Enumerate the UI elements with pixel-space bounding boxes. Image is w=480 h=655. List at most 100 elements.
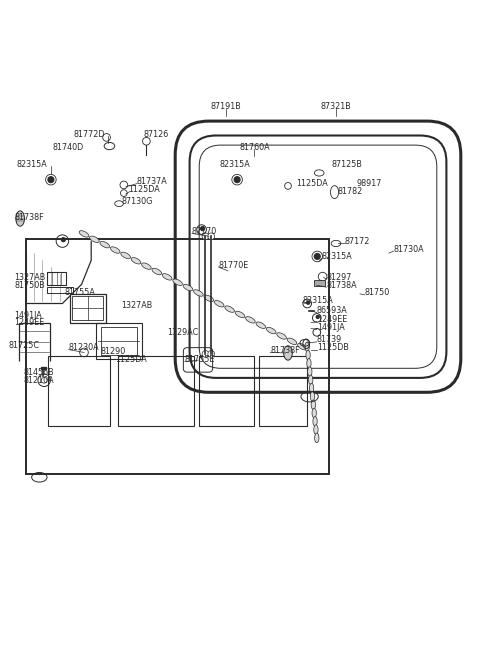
Bar xyxy=(26,238,329,474)
Text: 81739: 81739 xyxy=(317,335,342,345)
Text: 87170: 87170 xyxy=(192,227,217,236)
Text: 81456B: 81456B xyxy=(24,368,55,377)
Ellipse shape xyxy=(121,252,131,259)
Text: 1327AB: 1327AB xyxy=(14,273,46,282)
Text: 81290: 81290 xyxy=(101,347,126,356)
Text: 81750: 81750 xyxy=(365,288,390,297)
Text: 81738F: 81738F xyxy=(14,213,44,221)
Circle shape xyxy=(201,227,204,231)
Ellipse shape xyxy=(315,433,319,443)
Bar xyxy=(48,356,110,426)
Text: 1125DB: 1125DB xyxy=(317,343,348,352)
Text: 81750B: 81750B xyxy=(14,281,45,290)
Ellipse shape xyxy=(183,284,193,291)
Ellipse shape xyxy=(131,257,141,264)
Text: 81755A: 81755A xyxy=(65,288,96,297)
Ellipse shape xyxy=(306,350,310,360)
Text: 81770E: 81770E xyxy=(218,261,249,270)
Ellipse shape xyxy=(110,247,120,253)
Ellipse shape xyxy=(310,392,314,402)
Ellipse shape xyxy=(256,322,265,328)
Text: 81230A: 81230A xyxy=(69,343,99,352)
Bar xyxy=(96,323,142,359)
Text: 81737A: 81737A xyxy=(137,177,168,186)
Text: 1491JA: 1491JA xyxy=(14,311,42,320)
Text: 1129AC: 1129AC xyxy=(167,328,198,337)
Ellipse shape xyxy=(298,343,307,350)
Text: 87126: 87126 xyxy=(144,130,169,139)
Text: 1491JA: 1491JA xyxy=(317,323,345,332)
Ellipse shape xyxy=(162,274,172,280)
Text: 87172: 87172 xyxy=(345,236,370,246)
Ellipse shape xyxy=(277,333,287,339)
Ellipse shape xyxy=(266,328,276,334)
Circle shape xyxy=(307,301,310,304)
Text: 81738F: 81738F xyxy=(270,346,300,355)
Ellipse shape xyxy=(313,417,317,426)
Ellipse shape xyxy=(305,342,310,352)
Ellipse shape xyxy=(16,211,24,226)
Bar xyxy=(314,280,325,286)
Text: 82315A: 82315A xyxy=(16,160,47,169)
Ellipse shape xyxy=(100,242,109,248)
Text: 1125DA: 1125DA xyxy=(128,185,160,195)
Bar xyxy=(72,296,103,320)
Circle shape xyxy=(314,253,320,259)
Bar xyxy=(101,327,137,356)
Ellipse shape xyxy=(309,375,313,384)
Text: 81755E: 81755E xyxy=(185,355,215,364)
Text: 81730A: 81730A xyxy=(394,245,424,253)
Ellipse shape xyxy=(312,408,316,418)
Text: 87191B: 87191B xyxy=(210,102,241,111)
Ellipse shape xyxy=(308,367,312,377)
Ellipse shape xyxy=(284,346,292,360)
Text: 87130G: 87130G xyxy=(121,196,153,206)
Ellipse shape xyxy=(79,231,89,237)
Text: 1125DA: 1125DA xyxy=(115,355,147,364)
Bar xyxy=(199,356,254,426)
Ellipse shape xyxy=(142,263,151,269)
Ellipse shape xyxy=(152,269,162,274)
Circle shape xyxy=(202,233,209,240)
Text: 81740D: 81740D xyxy=(53,143,84,151)
Text: 87321B: 87321B xyxy=(321,102,351,111)
Text: 81210A: 81210A xyxy=(24,376,55,384)
Bar xyxy=(118,356,194,426)
Ellipse shape xyxy=(246,316,255,323)
Text: 1327AB: 1327AB xyxy=(121,301,153,310)
Text: 98917: 98917 xyxy=(356,179,382,188)
Text: 81738A: 81738A xyxy=(326,281,357,290)
Ellipse shape xyxy=(307,358,311,368)
Ellipse shape xyxy=(287,338,297,345)
Bar xyxy=(47,287,73,293)
Text: 81297: 81297 xyxy=(326,273,352,282)
Text: 81772D: 81772D xyxy=(73,130,105,139)
Text: 86593A: 86593A xyxy=(317,306,348,315)
Circle shape xyxy=(61,238,65,242)
Ellipse shape xyxy=(314,425,318,434)
Text: 1249EE: 1249EE xyxy=(14,318,45,328)
Ellipse shape xyxy=(215,301,224,307)
Ellipse shape xyxy=(90,236,99,242)
Text: 1249EE: 1249EE xyxy=(317,315,347,324)
Bar xyxy=(41,367,46,369)
Text: 87125B: 87125B xyxy=(331,160,362,169)
Text: 81782: 81782 xyxy=(338,187,363,196)
Text: 82315A: 82315A xyxy=(220,160,251,169)
Circle shape xyxy=(316,316,319,318)
Text: 81760A: 81760A xyxy=(239,143,270,151)
Ellipse shape xyxy=(311,400,315,409)
Text: 82315A: 82315A xyxy=(302,296,333,305)
Ellipse shape xyxy=(235,311,245,318)
Ellipse shape xyxy=(173,279,182,286)
Text: 81725C: 81725C xyxy=(9,341,40,350)
Text: 1125DA: 1125DA xyxy=(297,179,328,188)
Circle shape xyxy=(208,350,215,357)
Bar xyxy=(70,294,106,323)
Circle shape xyxy=(234,177,240,183)
Ellipse shape xyxy=(193,290,203,296)
Circle shape xyxy=(202,350,209,357)
Ellipse shape xyxy=(204,295,214,301)
Ellipse shape xyxy=(310,383,314,393)
Circle shape xyxy=(48,177,54,183)
